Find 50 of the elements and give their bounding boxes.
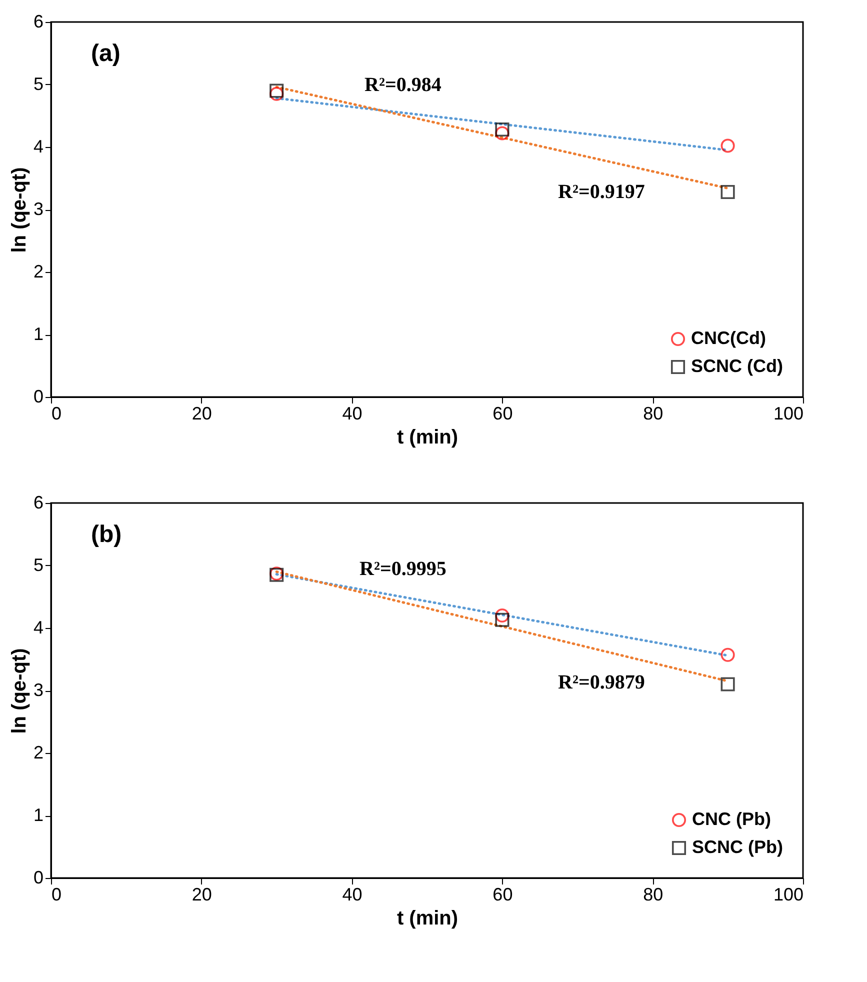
- x-tick-label: 80: [643, 404, 664, 424]
- x-tick-label: 20: [192, 884, 212, 904]
- point: [495, 122, 510, 137]
- point: [495, 126, 510, 140]
- annotation: R²=0.9879: [558, 672, 645, 694]
- legend-label: SCNC (Pb): [692, 837, 783, 857]
- annotation: R²=0.9995: [360, 558, 446, 580]
- point: [495, 608, 510, 623]
- point: [720, 138, 735, 153]
- y-tick-label: 6: [33, 492, 44, 512]
- legend-label: CNC(Cd): [691, 328, 766, 348]
- annotation: (a): [91, 40, 120, 67]
- y-tick-label: 5: [33, 555, 44, 575]
- legend-label: CNC (Pb): [692, 809, 771, 829]
- y-tick-label: 5: [33, 74, 44, 94]
- point: [495, 612, 510, 627]
- y-tick-label: 0: [33, 868, 44, 888]
- x-tick-label: 20: [192, 404, 212, 424]
- x-tick-label: 0: [52, 404, 62, 424]
- x-tick-label: 60: [492, 884, 513, 904]
- point: [270, 86, 284, 101]
- y-tick-label: 2: [33, 262, 44, 282]
- x-tick-label: 100: [773, 404, 804, 424]
- y-tick-label: 1: [33, 805, 44, 825]
- annotation: (b): [91, 521, 122, 548]
- x-tick-label: 40: [342, 404, 362, 424]
- y-tick-label: 4: [33, 618, 44, 638]
- annotation: R²=0.9197: [558, 180, 645, 203]
- y-axis-title: ln (qe-qt): [8, 648, 30, 734]
- point: [720, 184, 735, 200]
- y-tick-label: 3: [33, 680, 44, 700]
- point: [720, 677, 735, 692]
- y-tick-label: 0: [33, 386, 44, 406]
- y-tick-label: 2: [33, 742, 44, 762]
- y-tick-label: 4: [33, 136, 44, 156]
- y-tick-label: 3: [33, 199, 44, 219]
- y-tick-label: 6: [33, 12, 44, 32]
- point: [270, 84, 284, 98]
- x-tick-label: 40: [342, 884, 362, 904]
- x-axis-title: t (min): [396, 426, 458, 448]
- y-tick-label: 1: [33, 324, 44, 344]
- x-tick-label: 60: [492, 404, 513, 424]
- point: [720, 648, 735, 662]
- x-tick-label: 100: [773, 884, 804, 904]
- x-tick-label: 0: [52, 884, 62, 904]
- x-tick-label: 80: [643, 884, 664, 904]
- legend-label: SCNC (Cd): [691, 356, 783, 376]
- y-axis-title: ln (qe-qt): [8, 167, 30, 253]
- annotation: R²=0.984: [364, 74, 442, 96]
- x-axis-title: t (min): [396, 908, 458, 930]
